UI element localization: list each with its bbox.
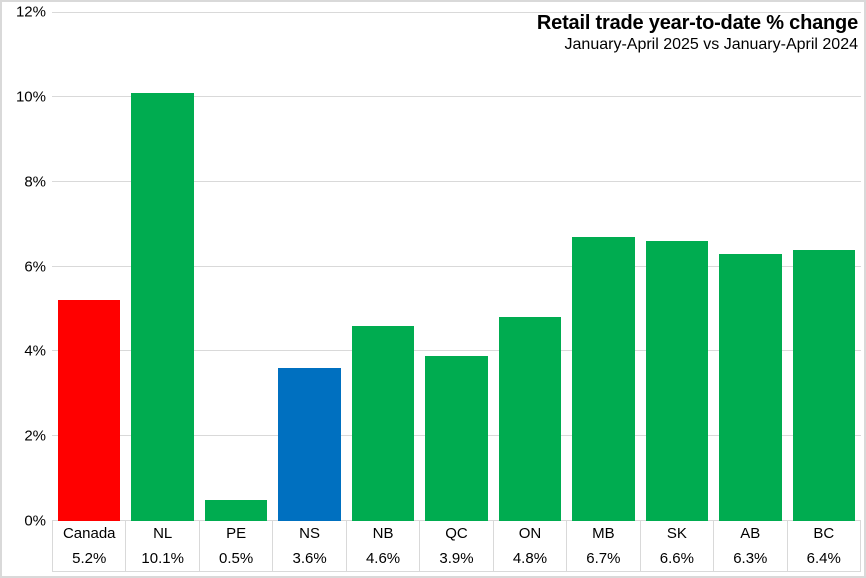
x-label-cell-nb: NB 4.6%	[345, 521, 419, 571]
bar-mb	[572, 236, 635, 521]
y-axis: 0% 2% 4% 6% 8% 10% 12%	[2, 4, 46, 530]
bar-bc	[792, 249, 856, 521]
category-label: Canada	[62, 525, 116, 542]
bar-cell-mb	[567, 12, 641, 521]
bar-cell-bc	[787, 12, 861, 521]
category-label: AB	[740, 525, 761, 542]
bar-qc	[425, 355, 488, 521]
y-tick-label: 0%	[24, 512, 46, 530]
bar-series	[52, 12, 861, 521]
x-label-cell-ab: AB 6.3%	[713, 521, 786, 571]
bar-cell-ns	[273, 12, 347, 521]
category-value-label: 6.4%	[806, 550, 841, 567]
x-label-cell-nl: NL 10.1%	[125, 521, 198, 571]
chart-title: Retail trade year-to-date % change	[536, 12, 858, 34]
gridline-12%	[52, 11, 861, 13]
category-value-label: 0.5%	[219, 550, 254, 567]
category-value-label: 4.8%	[512, 550, 548, 567]
x-label-cell-ns: NS 3.6%	[272, 521, 345, 571]
category-label: NB	[372, 525, 394, 542]
bar-on	[498, 317, 562, 521]
bar-cell-pe	[199, 12, 273, 521]
gridline-4%	[52, 350, 861, 352]
x-label-cell-canada: Canada 5.2%	[52, 521, 125, 571]
x-label-cell-bc: BC 6.4%	[786, 521, 861, 571]
category-value-label: 4.6%	[365, 550, 401, 567]
bar-cell-ab	[714, 12, 788, 521]
y-tick-label: 6%	[24, 258, 46, 275]
bar-cell-nb	[346, 12, 420, 521]
bar-cell-canada	[52, 12, 126, 521]
x-label-cell-sk: SK 6.6%	[639, 521, 713, 571]
category-value-label: 10.1%	[141, 550, 184, 567]
category-value-label: 3.9%	[439, 550, 474, 567]
y-tick-label: 10%	[15, 88, 46, 106]
bar-canada	[57, 300, 121, 521]
y-tick-label: 12%	[15, 3, 46, 21]
category-value-label: 6.6%	[659, 550, 694, 567]
category-value-label: 3.6%	[292, 550, 327, 567]
x-label-cell-qc: QC 3.9%	[419, 521, 492, 571]
gridline-6%	[52, 265, 861, 267]
bar-nb	[351, 325, 415, 521]
bar-nl	[131, 92, 194, 521]
category-label: BC	[813, 525, 835, 542]
y-tick-label: 8%	[24, 173, 46, 191]
bar-ns	[278, 368, 341, 521]
category-label: NL	[153, 525, 173, 542]
y-tick-label: 4%	[24, 342, 46, 360]
x-label-cell-pe: PE 0.5%	[198, 521, 272, 571]
bar-pe	[204, 499, 268, 521]
bar-sk	[645, 241, 709, 521]
category-label: ON	[518, 525, 542, 542]
bar-cell-qc	[420, 12, 494, 521]
bar-cell-sk	[640, 12, 714, 521]
category-label: MB	[592, 525, 615, 542]
x-axis-label-table: Canada 5.2% NL 10.1% PE 0.5% NS 3.6% NB 4.6% QC 3.9…	[52, 521, 861, 572]
gridline-10%	[52, 96, 861, 98]
category-label: QC	[445, 525, 468, 542]
x-label-cell-on: ON 4.8%	[492, 521, 566, 571]
x-label-cell-mb: MB 6.7%	[566, 521, 639, 571]
category-value-label: 5.2%	[72, 550, 107, 567]
category-label: SK	[666, 525, 687, 542]
category-value-label: 6.3%	[733, 550, 768, 567]
category-label: NS	[299, 525, 320, 542]
bar-cell-on	[493, 12, 567, 521]
chart-subtitle: January-April 2025 vs January-April 2024	[564, 36, 858, 53]
gridline-8%	[52, 180, 861, 182]
bar-ab	[719, 253, 782, 521]
bar-cell-nl	[126, 12, 200, 521]
chart-header: Retail trade year-to-date % change Janua…	[537, 12, 858, 54]
category-value-label: 6.7%	[586, 550, 621, 567]
category-label: PE	[226, 525, 247, 542]
y-tick-label: 2%	[24, 427, 46, 445]
